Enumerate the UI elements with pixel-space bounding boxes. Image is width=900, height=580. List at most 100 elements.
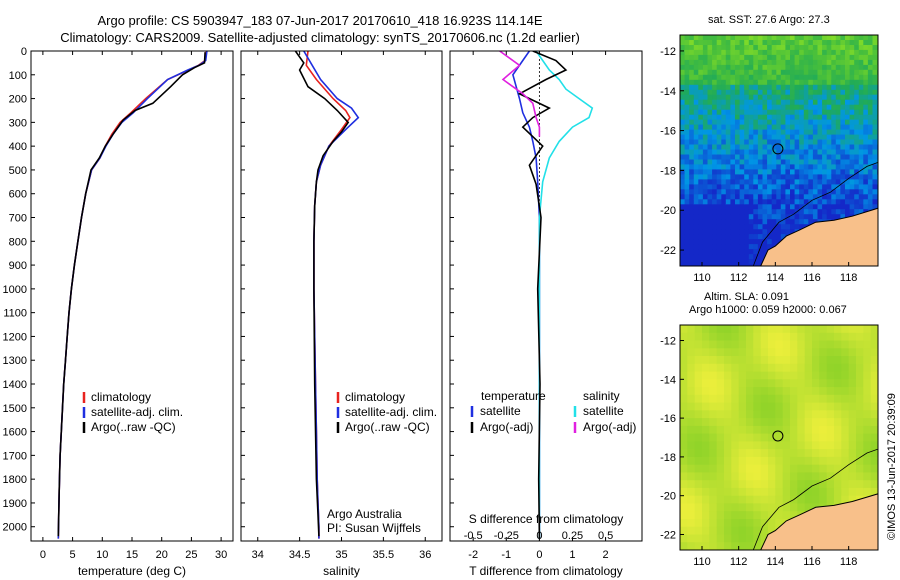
owner-annotation: Argo Australia: [327, 507, 402, 521]
x-tick-label: 1: [569, 549, 575, 561]
depth-tick-label: 800: [9, 236, 27, 248]
map-x-tick-label: 116: [803, 272, 821, 284]
x-tick-label: 5: [70, 549, 76, 561]
sla-map-title-line2: Argo h1000: 0.059 h2000: 0.067: [689, 304, 847, 316]
x-tick-label: 10: [96, 549, 108, 561]
depth-tick-label: 1500: [3, 403, 27, 415]
series-difference-satellite-salinity: [535, 51, 594, 539]
x-tick-label-secondary: -0.5: [464, 530, 483, 542]
depth-tick-label: 2000: [3, 522, 27, 534]
depth-tick-label: 1300: [3, 355, 27, 367]
land-mass: [760, 493, 878, 550]
series-difference-argo-adj--salinity: [499, 51, 541, 137]
figure-title-line1: Argo profile: CS 5903947_183 07-Jun-2017…: [97, 13, 543, 28]
map-field: [680, 35, 878, 266]
map-y-tick-label: -22: [660, 245, 676, 257]
map-y-tick-label: -12: [660, 46, 676, 58]
x-tick-label: 15: [126, 549, 138, 561]
map-y-tick-label: -20: [660, 205, 676, 217]
map-frame: [679, 324, 879, 551]
legend-label: satellite-adj. clim.: [345, 405, 437, 419]
legend-label: Argo(..raw -QC): [345, 420, 430, 434]
depth-tick-label: 1800: [3, 474, 27, 486]
x-tick-label: 20: [156, 549, 168, 561]
pi-annotation: PI: Susan Wijffels: [327, 521, 421, 535]
x-tick-label: 34: [252, 549, 264, 561]
map-x-tick-label: 110: [693, 272, 711, 284]
timestamp-stamp: ©IMOS 13-Jun-2017 20:39:09: [886, 393, 898, 540]
depth-tick-label: 1200: [3, 331, 27, 343]
axes-frame: [30, 50, 234, 542]
legend-title-temperature: temperature: [481, 389, 546, 403]
depth-tick-label: 0: [21, 46, 27, 58]
x-tick-label-secondary: 0: [536, 530, 542, 542]
map-x-tick-label: 118: [840, 556, 858, 568]
map-sla: [679, 324, 879, 551]
shelf-contour: [752, 448, 878, 550]
depth-tick-label: 1600: [3, 427, 27, 439]
map-y-tick-label: -18: [660, 452, 676, 464]
map-x-tick-label: 118: [840, 272, 858, 284]
legend-title-salinity: salinity: [583, 389, 620, 403]
depth-tick-label: 700: [9, 213, 27, 225]
map-x-tick-label: 114: [767, 556, 785, 568]
depth-tick-label: 100: [9, 70, 27, 82]
x-tick-label: 2: [603, 549, 609, 561]
depth-tick-label: 200: [9, 94, 27, 106]
x-tick-label-secondary: 0.5: [598, 530, 613, 542]
legend-label: satellite-adj. clim.: [91, 405, 183, 419]
depth-tick-label: 500: [9, 165, 27, 177]
argo-float-marker: [772, 430, 784, 442]
map-x-tick-label: 112: [730, 272, 748, 284]
series-temperature-argo-raw-qc-: [57, 52, 206, 537]
map-y-tick-label: -16: [660, 413, 676, 425]
map-y-tick-label: -18: [660, 165, 676, 177]
map-x-tick-label: 116: [803, 556, 821, 568]
map-x-tick-label: 114: [767, 272, 785, 284]
series-salinity-argo-raw-qc-: [294, 51, 350, 537]
x-tick-label: 35.5: [373, 549, 394, 561]
depth-tick-label: 400: [9, 141, 27, 153]
x-tick-label: -1: [501, 549, 511, 561]
land-mass: [760, 207, 878, 266]
shelf-contour: [752, 162, 878, 266]
x-tick-label-secondary: -0.25: [494, 530, 519, 542]
x-tick-label: 34.5: [289, 549, 310, 561]
x-tick-label: -2: [468, 549, 478, 561]
series-difference-argo-adj--temperature: [517, 51, 568, 539]
map-x-tick-label: 112: [730, 556, 748, 568]
legend-label: satellite: [583, 404, 624, 418]
x-tick-label: 36: [419, 549, 431, 561]
depth-tick-label: 1000: [3, 284, 27, 296]
legend-label: Argo(-adj): [480, 420, 533, 434]
series-temperature-climatology: [57, 51, 208, 539]
x-axis-label-secondary: S difference from climatology: [469, 512, 624, 526]
argo-float-marker: [772, 143, 784, 155]
panel-salinity: [240, 50, 443, 542]
x-tick-label: 25: [185, 549, 197, 561]
map-frame: [679, 34, 879, 267]
x-tick-label: 0: [40, 549, 46, 561]
depth-tick-label: 600: [9, 189, 27, 201]
depth-tick-label: 1400: [3, 379, 27, 391]
series-temperature-satellite-adj-clim-: [57, 51, 208, 539]
x-tick-label: 0: [536, 549, 542, 561]
panel-temperature: [30, 50, 234, 542]
x-tick-label: 30: [215, 549, 227, 561]
legend-label: Argo(..raw -QC): [91, 420, 176, 434]
series-salinity-climatology: [305, 51, 351, 539]
map-y-tick-label: -14: [660, 374, 676, 386]
map-sst: [679, 34, 879, 267]
legend-label: Argo(-adj): [583, 420, 636, 434]
panel-difference: [449, 50, 643, 542]
depth-tick-label: 900: [9, 260, 27, 272]
depth-tick-label: 1100: [3, 308, 27, 320]
legend-label: satellite: [480, 404, 521, 418]
x-tick-label-secondary: 0.25: [562, 530, 583, 542]
axes-frame: [240, 50, 443, 542]
map-y-tick-label: -20: [660, 491, 676, 503]
depth-tick-label: 300: [9, 117, 27, 129]
x-axis-label: salinity: [323, 564, 360, 578]
map-x-tick-label: 110: [693, 556, 711, 568]
